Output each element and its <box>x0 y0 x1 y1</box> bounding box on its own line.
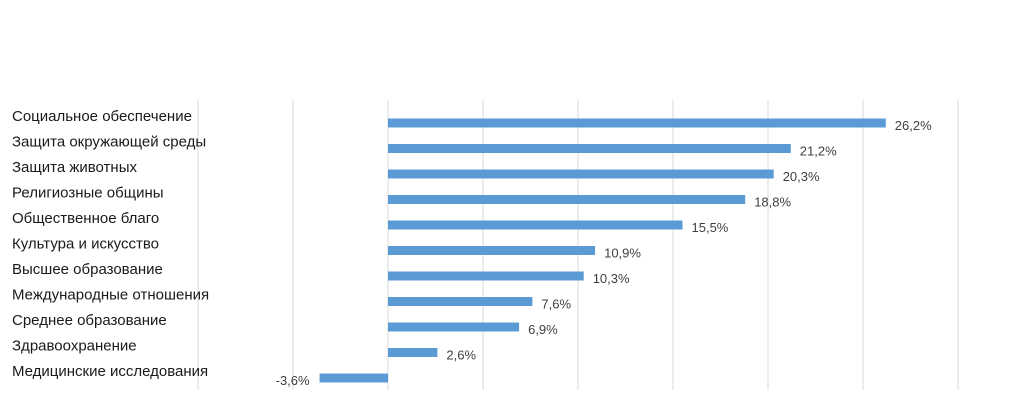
bar <box>388 322 520 332</box>
data-label: 15,5% <box>692 220 729 235</box>
data-label: 7,6% <box>541 297 571 312</box>
category-label: Религиозные общины <box>12 185 164 202</box>
data-label: 2,6% <box>446 348 476 363</box>
category-label: Защита животных <box>12 159 137 176</box>
data-label: 26,2% <box>895 118 932 133</box>
bar <box>388 144 791 153</box>
category-label: Социальное обеспечение <box>12 108 192 125</box>
data-label: 21,2% <box>800 144 837 159</box>
data-label: 20,3% <box>783 169 820 184</box>
category-label: Медицинские исследования <box>12 363 208 380</box>
data-label: -3,6% <box>276 373 310 388</box>
category-labels: Социальное обеспечение Защита окружающей … <box>12 108 209 380</box>
bar <box>388 348 438 357</box>
data-label: 18,8% <box>754 195 791 210</box>
bar <box>388 195 746 204</box>
data-label: 10,3% <box>593 271 630 286</box>
category-label: Культура и искусство <box>12 236 159 253</box>
bar <box>388 118 886 128</box>
bar <box>388 220 683 230</box>
bar <box>319 373 388 383</box>
bar <box>388 271 584 281</box>
data-label: 10,9% <box>604 246 641 261</box>
category-label: Защита окружающей среды <box>12 134 206 151</box>
bar <box>388 246 596 255</box>
bar <box>388 297 533 306</box>
data-label: 6,9% <box>528 322 558 337</box>
data-labels: 26,2% 21,2% 20,3% 18,8% 15,5% 10,9% 10,3% 7,6% 6… <box>276 118 932 388</box>
category-label: Среднее образование <box>12 312 167 329</box>
bars <box>319 118 886 383</box>
category-label: Международные отношения <box>12 287 209 304</box>
category-label: Здравоохранение <box>12 338 137 355</box>
category-label: Общественное благо <box>12 210 159 227</box>
gridlines <box>197 100 959 390</box>
category-label: Высшее образование <box>12 261 163 278</box>
bar <box>388 169 774 179</box>
